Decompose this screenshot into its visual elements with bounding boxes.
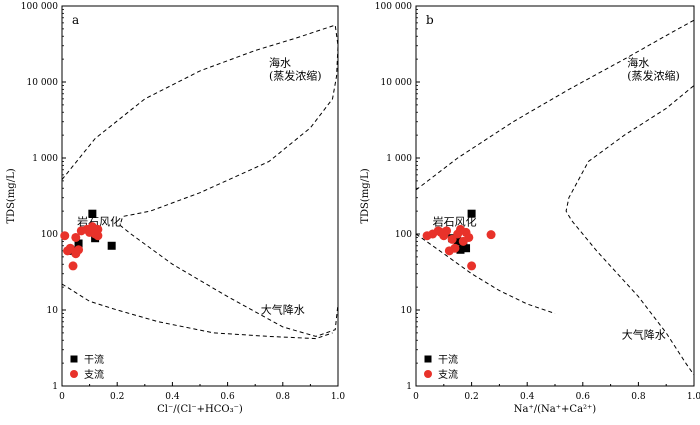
y-tick-label: 10 000 (27, 78, 59, 88)
region-label: 岩石风化 (77, 214, 121, 228)
region-label: 海水 (627, 55, 649, 69)
region-label: 海水 (269, 55, 291, 69)
x-axis-label: Na⁺/(Na⁺+Ca²⁺) (514, 404, 597, 415)
legend-label: 支流 (438, 368, 458, 381)
x-tick-label: 0.4 (520, 392, 535, 402)
point-tributary (447, 234, 457, 244)
region-label: 大气降水 (261, 302, 305, 316)
point-tributary (60, 231, 70, 241)
y-tick-label: 10 000 (381, 78, 413, 88)
region-label: 岩石风化 (433, 214, 477, 228)
panel-a: 0 0.2 0.4 0.6 0.8 1.0 1 10 100 1 000 10 000 100 000… (6, 2, 345, 415)
point-tributary (68, 261, 78, 271)
y-tick-label: 1 (52, 382, 58, 392)
point-tributary (93, 224, 103, 234)
point-tributary (71, 232, 81, 242)
y-tick-label: 100 000 (21, 2, 58, 12)
y-tick-label: 1 000 (32, 154, 58, 164)
x-tick-label: 1.0 (687, 392, 700, 402)
legend-marker-square (70, 355, 78, 363)
panel-letter: b (426, 13, 434, 27)
gibbs-lower-line (61, 283, 333, 340)
x-tick-label: 0.4 (165, 392, 180, 402)
y-tick-label: 100 (41, 230, 58, 240)
point-mainstream (107, 241, 116, 250)
y-tick-label: 1 000 (386, 154, 412, 164)
y-tick-label: 100 000 (375, 2, 412, 12)
x-tick-label: 0 (413, 392, 419, 402)
legend-marker-square (424, 355, 432, 363)
gibbs-envelope-line (415, 19, 695, 376)
point-tributary (450, 243, 460, 253)
legend-marker-circle (424, 370, 432, 378)
point-tributary (74, 245, 84, 255)
point-mainstream (453, 237, 462, 246)
point-mainstream (467, 209, 476, 218)
gibbs-envelope-line (61, 24, 339, 337)
y-axis-label: TDS(mg/L) (6, 168, 17, 223)
point-mainstream (88, 209, 97, 218)
x-tick-label: 1.0 (331, 392, 346, 402)
y-tick-label: 1 (406, 382, 412, 392)
x-tick-label: 0.6 (220, 392, 235, 402)
point-tributary (442, 226, 452, 236)
x-tick-label: 0.6 (576, 392, 591, 402)
point-tributary (93, 231, 103, 241)
point-mainstream (456, 245, 465, 254)
panel-letter: a (72, 13, 79, 27)
point-tributary (486, 230, 496, 240)
point-tributary (65, 243, 75, 253)
x-tick-label: 0.8 (276, 392, 291, 402)
legend-label: 支流 (84, 368, 104, 381)
y-axis-label: TDS(mg/L) (360, 168, 371, 223)
point-tributary (467, 261, 477, 271)
point-mainstream (74, 239, 83, 248)
x-tick-label: 0.2 (464, 392, 478, 402)
region-label: (蒸发浓缩) (269, 68, 322, 82)
plot-frame (61, 5, 339, 387)
legend-marker-circle (70, 370, 78, 378)
x-axis-label: Cl⁻/(Cl⁻+HCO₃⁻) (157, 404, 243, 415)
y-tick-label: 10 (401, 306, 413, 316)
x-tick-label: 0.8 (631, 392, 646, 402)
legend-label: 干流 (438, 353, 458, 366)
x-tick-label: 0 (59, 392, 65, 402)
point-mainstream (462, 244, 471, 253)
point-tributary (464, 232, 474, 242)
region-label: (蒸发浓缩) (627, 68, 680, 82)
legend-label: 干流 (84, 353, 104, 366)
region-label: 大气降水 (622, 328, 666, 342)
y-tick-label: 100 (395, 230, 412, 240)
panel-b: 0 0.2 0.4 0.6 0.8 1.0 1 10 100 1 000 10 000 100 000… (360, 2, 700, 415)
gibbs-lower-line (415, 233, 556, 314)
y-tick-label: 10 (47, 306, 59, 316)
x-tick-label: 0.2 (110, 392, 124, 402)
